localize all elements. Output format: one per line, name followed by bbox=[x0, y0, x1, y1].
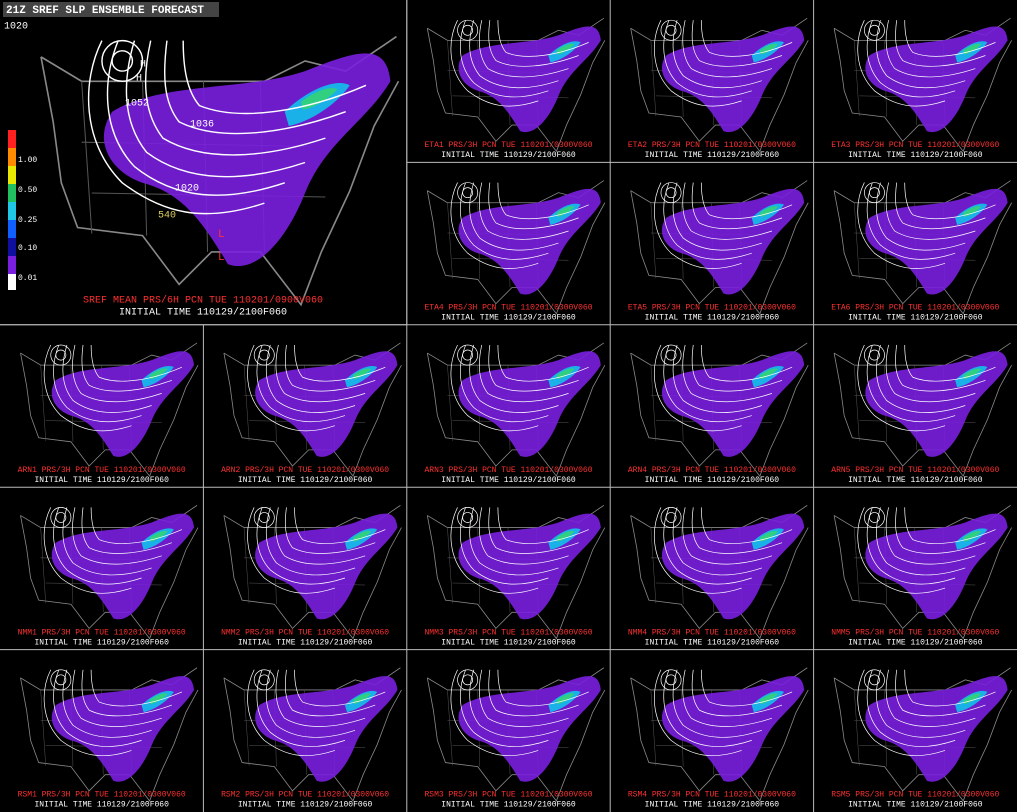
legend-label: 0.25 bbox=[18, 216, 37, 225]
member-init: INITIAL TIME 110129/2100F060 bbox=[34, 476, 169, 485]
low-label: L bbox=[218, 229, 225, 241]
member-init: INITIAL TIME 110129/2100F060 bbox=[848, 151, 983, 160]
member-caption: RSM5 PRS/3H PCN TUE 110201/0300V060 bbox=[831, 791, 999, 800]
member-caption: ETA2 PRS/3H PCN TUE 110201/0300V060 bbox=[628, 141, 796, 150]
member-panel: RSM3 PRS/3H PCN TUE 110201/0300V060INITI… bbox=[424, 667, 606, 810]
member-caption: NMM5 PRS/3H PCN TUE 110201/0300V060 bbox=[831, 628, 999, 637]
member-init: INITIAL TIME 110129/2100F060 bbox=[848, 314, 983, 323]
member-caption: ARN3 PRS/3H PCN TUE 110201/0300V060 bbox=[424, 466, 592, 475]
member-init: INITIAL TIME 110129/2100F060 bbox=[238, 476, 373, 485]
member-caption: NMM2 PRS/3H PCN TUE 110201/0300V060 bbox=[221, 628, 389, 637]
member-init: INITIAL TIME 110129/2100F060 bbox=[848, 476, 983, 485]
member-panel: RSM4 PRS/3H PCN TUE 110201/0300V060INITI… bbox=[628, 667, 809, 810]
member-panel: NMM4 PRS/3H PCN TUE 110201/0300V060INITI… bbox=[628, 504, 809, 647]
legend-swatch bbox=[8, 202, 16, 220]
member-init: INITIAL TIME 110129/2100F060 bbox=[441, 314, 576, 323]
member-init: INITIAL TIME 110129/2100F060 bbox=[848, 638, 983, 647]
member-panel: RSM2 PRS/3H PCN TUE 110201/0300V060INITI… bbox=[221, 667, 402, 810]
legend-swatch bbox=[8, 184, 16, 202]
mean-init: INITIAL TIME 110129/2100F060 bbox=[119, 307, 287, 319]
member-panel: ARN5 PRS/3H PCN TUE 110201/0300V060INITI… bbox=[831, 342, 1013, 485]
member-init: INITIAL TIME 110129/2100F060 bbox=[34, 638, 169, 647]
member-panel: RSM5 PRS/3H PCN TUE 110201/0300V060INITI… bbox=[831, 667, 1013, 810]
legend-label: 0.01 bbox=[18, 274, 37, 283]
contour-label: 1020 bbox=[175, 184, 199, 195]
legend-swatch bbox=[8, 148, 16, 166]
member-panel: NMM2 PRS/3H PCN TUE 110201/0300V060INITI… bbox=[221, 504, 402, 647]
member-caption: NMM3 PRS/3H PCN TUE 110201/0300V060 bbox=[424, 628, 592, 637]
member-init: INITIAL TIME 110129/2100F060 bbox=[34, 801, 169, 810]
legend: 1.00 0.50 0.25 0.10 0.01 bbox=[8, 130, 37, 290]
member-panel: ETA4 PRS/3H PCN TUE 110201/0300V060INITI… bbox=[424, 180, 606, 323]
member-caption: ETA1 PRS/3H PCN TUE 110201/0300V060 bbox=[424, 141, 592, 150]
member-caption: ETA5 PRS/3H PCN TUE 110201/0300V060 bbox=[628, 304, 796, 313]
member-caption: RSM4 PRS/3H PCN TUE 110201/0300V060 bbox=[628, 791, 796, 800]
member-init: INITIAL TIME 110129/2100F060 bbox=[645, 151, 780, 160]
member-caption: ARN4 PRS/3H PCN TUE 110201/0300V060 bbox=[628, 466, 796, 475]
member-init: INITIAL TIME 110129/2100F060 bbox=[441, 638, 576, 647]
contour-label: 1036 bbox=[190, 120, 214, 131]
title-box bbox=[3, 2, 219, 17]
legend-label: 0.50 bbox=[18, 186, 37, 195]
member-caption: ARN5 PRS/3H PCN TUE 110201/0300V060 bbox=[831, 466, 999, 475]
legend-swatch bbox=[8, 238, 16, 256]
legend-swatch bbox=[8, 256, 16, 274]
member-caption: ARN1 PRS/3H PCN TUE 110201/0300V060 bbox=[18, 466, 186, 475]
member-init: INITIAL TIME 110129/2100F060 bbox=[645, 476, 780, 485]
low-label: L bbox=[218, 252, 225, 264]
member-caption: ARN2 PRS/3H PCN TUE 110201/0300V060 bbox=[221, 466, 389, 475]
member-panel: ETA1 PRS/3H PCN TUE 110201/0300V060INITI… bbox=[424, 17, 606, 160]
member-caption: ETA4 PRS/3H PCN TUE 110201/0300V060 bbox=[424, 304, 592, 313]
member-panel: NMM5 PRS/3H PCN TUE 110201/0300V060INITI… bbox=[831, 504, 1013, 647]
member-init: INITIAL TIME 110129/2100F060 bbox=[645, 801, 780, 810]
member-panel: ETA6 PRS/3H PCN TUE 110201/0300V060INITI… bbox=[831, 180, 1013, 323]
legend-swatch bbox=[8, 166, 16, 184]
legend-swatch bbox=[8, 274, 16, 290]
member-panel: ARN3 PRS/3H PCN TUE 110201/0300V060INITI… bbox=[424, 342, 606, 485]
member-panel: ARN1 PRS/3H PCN TUE 110201/0300V060INITI… bbox=[18, 342, 199, 485]
high-label: H bbox=[140, 60, 146, 71]
member-init: INITIAL TIME 110129/2100F060 bbox=[441, 476, 576, 485]
member-panel: NMM3 PRS/3H PCN TUE 110201/0300V060INITI… bbox=[424, 504, 606, 647]
member-panel: RSM1 PRS/3H PCN TUE 110201/0300V060INITI… bbox=[18, 667, 199, 810]
contour-label: 540 bbox=[158, 211, 176, 222]
member-panel: NMM1 PRS/3H PCN TUE 110201/0300V060INITI… bbox=[18, 504, 199, 647]
member-caption: ETA6 PRS/3H PCN TUE 110201/0300V060 bbox=[831, 304, 999, 313]
member-caption: RSM1 PRS/3H PCN TUE 110201/0300V060 bbox=[18, 791, 186, 800]
member-caption: NMM1 PRS/3H PCN TUE 110201/0300V060 bbox=[18, 628, 186, 637]
high-label: H bbox=[136, 74, 142, 85]
member-init: INITIAL TIME 110129/2100F060 bbox=[441, 151, 576, 160]
member-panel: ETA3 PRS/3H PCN TUE 110201/0300V060INITI… bbox=[831, 17, 1013, 160]
member-init: INITIAL TIME 110129/2100F060 bbox=[441, 801, 576, 810]
member-panel: ETA5 PRS/3H PCN TUE 110201/0300V060INITI… bbox=[628, 180, 809, 323]
member-init: INITIAL TIME 110129/2100F060 bbox=[238, 801, 373, 810]
mean-caption: SREF MEAN PRS/6H PCN TUE 110201/0900V060 bbox=[83, 295, 323, 307]
member-panel: ETA2 PRS/3H PCN TUE 110201/0300V060INITI… bbox=[628, 17, 809, 160]
member-caption: RSM3 PRS/3H PCN TUE 110201/0300V060 bbox=[424, 791, 592, 800]
member-init: INITIAL TIME 110129/2100F060 bbox=[848, 801, 983, 810]
member-panel: ARN2 PRS/3H PCN TUE 110201/0300V060INITI… bbox=[221, 342, 402, 485]
legend-swatch bbox=[8, 130, 16, 148]
member-init: INITIAL TIME 110129/2100F060 bbox=[645, 314, 780, 323]
member-panel: ARN4 PRS/3H PCN TUE 110201/0300V060INITI… bbox=[628, 342, 809, 485]
member-caption: NMM4 PRS/3H PCN TUE 110201/0300V060 bbox=[628, 628, 796, 637]
member-init: INITIAL TIME 110129/2100F060 bbox=[645, 638, 780, 647]
member-caption: RSM2 PRS/3H PCN TUE 110201/0300V060 bbox=[221, 791, 389, 800]
corner-label: 1020 bbox=[4, 22, 28, 33]
legend-label: 1.00 bbox=[18, 156, 37, 165]
mean-panel: 21Z SREF SLP ENSEMBLE FORECAST 1020 1052… bbox=[3, 2, 400, 319]
member-caption: ETA3 PRS/3H PCN TUE 110201/0300V060 bbox=[831, 141, 999, 150]
legend-swatch bbox=[8, 220, 16, 238]
title: 21Z SREF SLP ENSEMBLE FORECAST bbox=[6, 5, 204, 17]
legend-label: 0.10 bbox=[18, 244, 37, 253]
contour-label: 1052 bbox=[125, 99, 149, 110]
member-init: INITIAL TIME 110129/2100F060 bbox=[238, 638, 373, 647]
